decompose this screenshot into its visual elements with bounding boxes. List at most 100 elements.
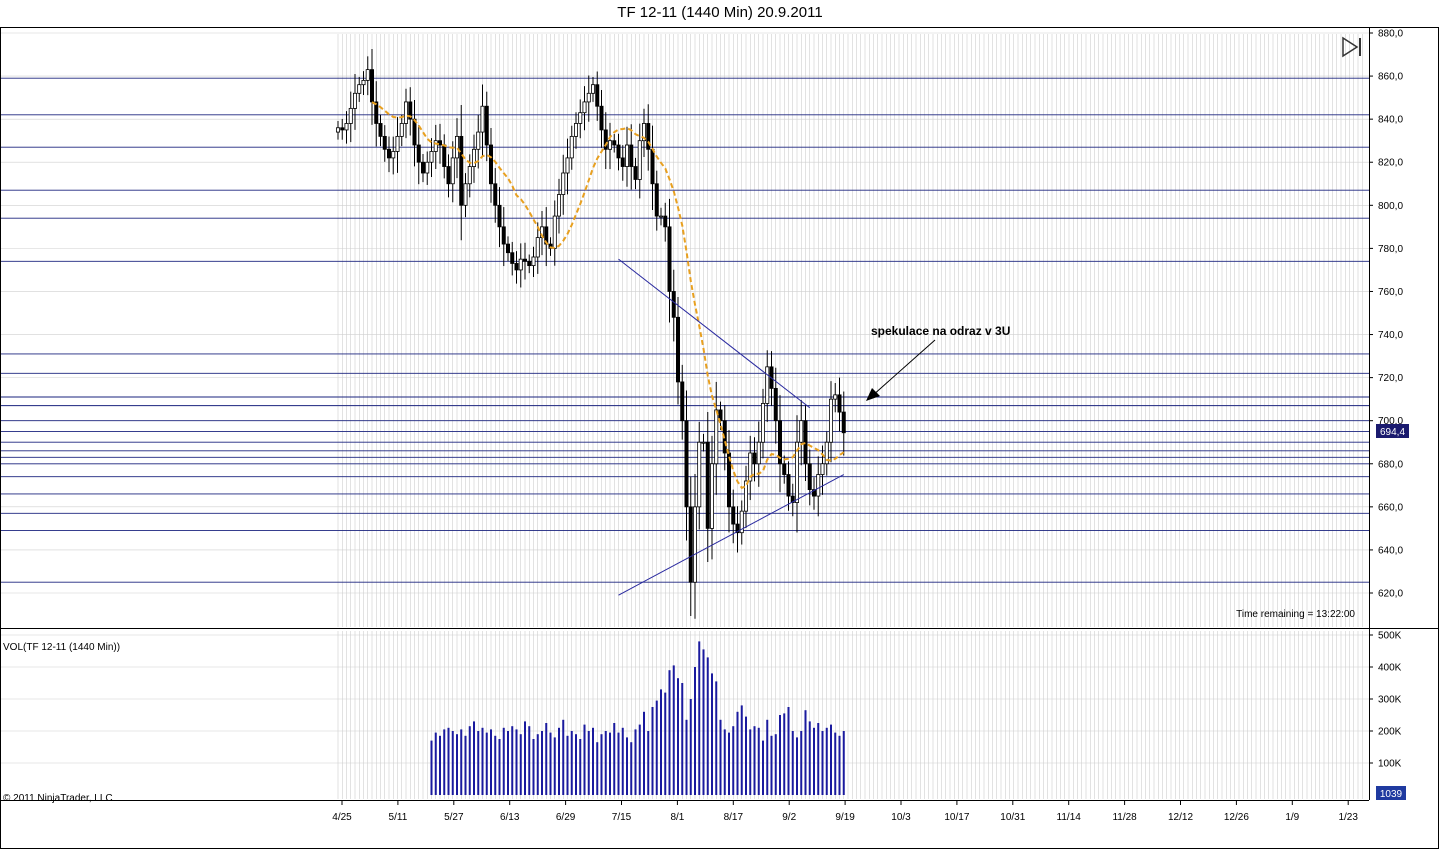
price-tick-label: 680,0 — [1378, 459, 1403, 470]
trendlines — [618, 258, 844, 596]
candle — [484, 91, 489, 162]
volume-bar — [558, 727, 560, 795]
time-tick-label: 10/31 — [1000, 812, 1025, 823]
volume-bar — [464, 735, 467, 795]
candle — [425, 151, 430, 185]
price-axis-labels: 880,0 860,0 840,0 820,0 800,0 780,0 760,0 740,0… — [1369, 29, 1403, 600]
volume-tick-label: 400K — [1378, 663, 1402, 674]
time-tick-label: 8/17 — [724, 812, 744, 823]
candle — [527, 254, 532, 274]
candle — [569, 125, 574, 170]
volume-bar — [490, 729, 492, 795]
price-tick-label: 820,0 — [1378, 158, 1403, 169]
volume-bar — [634, 729, 637, 795]
price-tick-label: 860,0 — [1378, 72, 1403, 83]
volume-bar — [451, 731, 454, 795]
candle — [599, 90, 604, 148]
volume-bar — [643, 711, 645, 795]
price-tick-label: 620,0 — [1378, 589, 1403, 600]
candle — [667, 198, 672, 323]
volume-bar — [549, 732, 552, 795]
candle — [778, 395, 783, 493]
volume-bar — [447, 727, 450, 795]
candle — [663, 202, 668, 242]
candle — [582, 86, 587, 131]
volume-bar — [511, 726, 514, 795]
volume-bar — [600, 734, 603, 795]
volume-tick-label: 100K — [1378, 759, 1402, 770]
candle — [437, 123, 442, 164]
volume-bar — [830, 724, 832, 795]
time-tick-label: 9/19 — [835, 812, 855, 823]
volume-bar — [791, 731, 794, 795]
volume-panel-label: VOL(TF 12-11 (1440 Min)) — [3, 642, 120, 653]
candle — [803, 405, 808, 481]
volume-bar — [439, 735, 441, 795]
candle — [531, 246, 536, 278]
play-to-end-icon[interactable] — [1342, 36, 1361, 58]
candle — [552, 200, 557, 266]
volume-bar — [732, 726, 735, 795]
candle — [442, 134, 447, 179]
candle — [799, 399, 804, 466]
candle — [340, 118, 345, 140]
volume-bar — [702, 649, 705, 795]
time-tick-label: 9/2 — [782, 812, 796, 823]
volume-bar — [694, 667, 696, 795]
volume-axis-labels: 500K 400K 300K 200K 100K — [1369, 631, 1402, 770]
candle — [361, 71, 366, 96]
volume-bar — [587, 731, 590, 795]
price-tick-label: 660,0 — [1378, 502, 1403, 513]
volume-bar — [706, 657, 709, 795]
volume-bar — [779, 715, 781, 795]
volume-bar — [460, 729, 463, 795]
volume-bar — [434, 732, 437, 795]
volume-bar — [609, 732, 611, 795]
candle — [335, 120, 340, 140]
candle — [731, 489, 736, 544]
candle — [646, 104, 651, 171]
candle — [718, 401, 723, 430]
volume-bar — [553, 737, 556, 795]
candle — [786, 461, 791, 511]
candle — [625, 126, 630, 187]
volume-bar — [647, 731, 650, 795]
time-axis-labels: 4/25 5/11 5/27 6/13 6/29 7/15 8/1 8/17 9/2 9/19 10… — [332, 800, 1358, 823]
volume-bar — [753, 726, 756, 795]
candle — [391, 136, 396, 175]
candle — [633, 157, 638, 190]
volume-bar — [668, 670, 671, 795]
volume-bar — [515, 729, 518, 795]
horizontal-grid — [1, 32, 1369, 764]
candle — [403, 88, 408, 139]
candle — [748, 435, 753, 501]
price-tick-label: 700,0 — [1378, 416, 1403, 427]
time-remaining: Time remaining = 13:22:00 — [1236, 609, 1355, 620]
time-tick-label: 6/13 — [500, 812, 520, 823]
outer-frame — [0, 27, 1439, 849]
candle — [693, 473, 698, 619]
time-tick-label: 8/1 — [670, 812, 684, 823]
candle — [739, 500, 744, 545]
time-tick-label: 7/15 — [612, 812, 632, 823]
candle — [756, 421, 761, 487]
candle — [586, 75, 591, 122]
candle — [795, 415, 800, 533]
volume-bar — [813, 727, 815, 795]
candle — [544, 207, 549, 267]
candle — [505, 236, 510, 262]
volume-bar — [541, 731, 543, 795]
time-tick-label: 5/27 — [444, 812, 464, 823]
candle — [408, 87, 413, 136]
candle — [603, 112, 608, 170]
candle — [429, 138, 434, 177]
time-tick-label: 11/14 — [1057, 812, 1082, 823]
volume-bar — [711, 673, 713, 795]
candle — [493, 168, 498, 223]
volume-bar — [817, 723, 820, 795]
candle — [654, 170, 659, 231]
volume-bar — [745, 716, 747, 795]
volume-bar — [766, 719, 769, 795]
volume-bar — [604, 731, 607, 795]
